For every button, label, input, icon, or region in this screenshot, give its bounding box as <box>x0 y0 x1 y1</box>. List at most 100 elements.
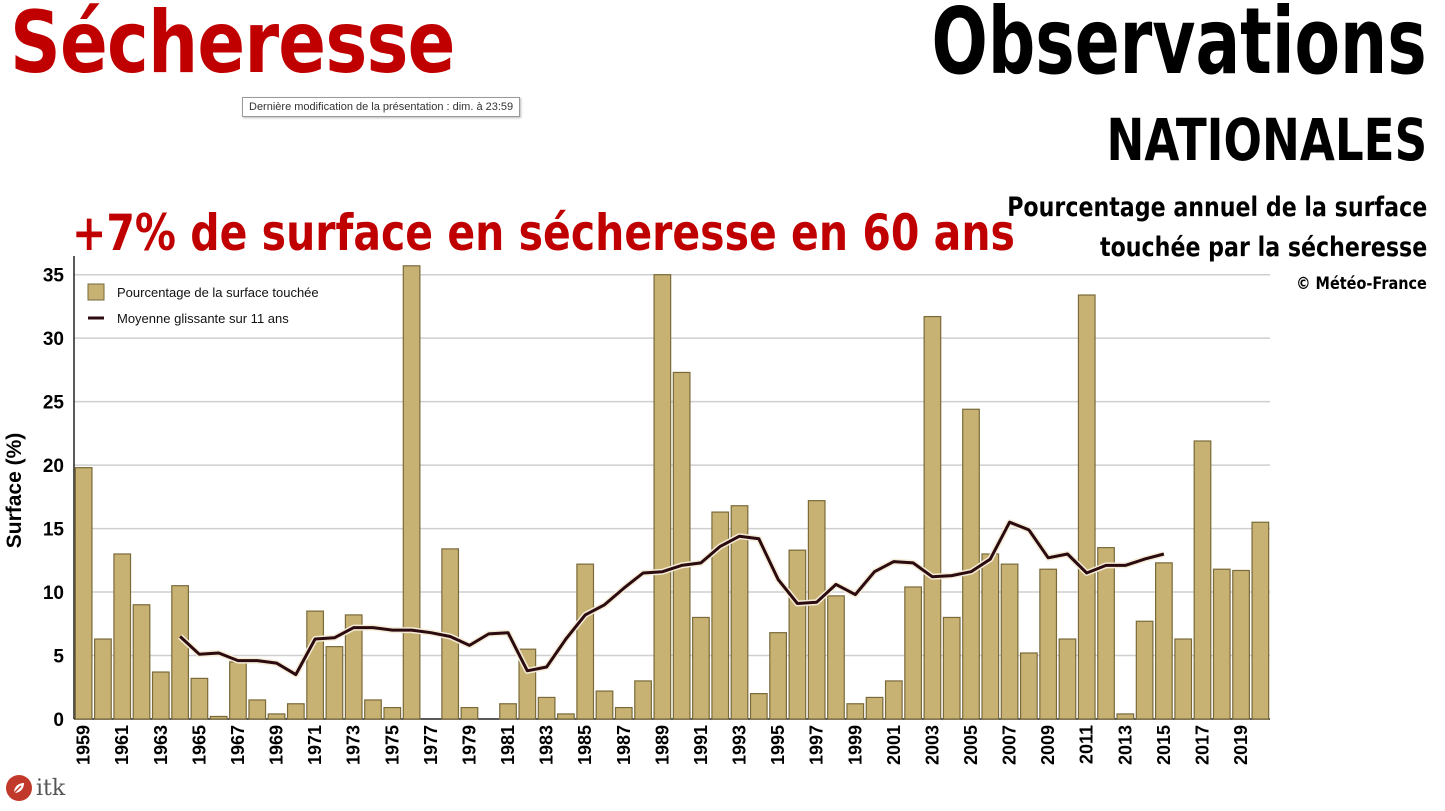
bar <box>248 699 267 720</box>
bar <box>209 715 228 720</box>
bar <box>884 680 903 720</box>
legend-bar-swatch <box>87 283 105 301</box>
x-tick-label: 2017 <box>1192 725 1212 765</box>
bar <box>634 680 652 720</box>
bar <box>364 699 382 720</box>
x-tick-label: 2007 <box>1000 725 1020 765</box>
x-tick-label: 1973 <box>344 725 364 765</box>
bar <box>1019 652 1038 720</box>
bar <box>460 706 479 720</box>
x-tick-label: 1987 <box>614 725 634 765</box>
x-tick-label: 2005 <box>961 725 981 765</box>
bar <box>1077 294 1096 720</box>
y-tick-label: 25 <box>43 393 65 414</box>
x-tick-label: 1961 <box>112 725 132 765</box>
bar <box>788 549 807 720</box>
description-line-1: Pourcentage annuel de la surface <box>1006 192 1427 223</box>
bar <box>229 661 247 720</box>
bar <box>807 500 826 720</box>
bar <box>1116 713 1135 720</box>
bar <box>1174 638 1193 720</box>
bar <box>711 511 730 720</box>
x-tick-label: 1997 <box>807 725 827 765</box>
x-tick-label: 2003 <box>922 725 942 765</box>
bar <box>267 713 286 720</box>
bar <box>942 616 961 720</box>
bar <box>923 315 942 720</box>
x-tick-label: 1995 <box>768 725 788 765</box>
bar <box>132 604 151 720</box>
x-tick-label: 1979 <box>459 725 479 765</box>
y-tick-label: 0 <box>53 710 64 731</box>
x-tick-label: 1975 <box>382 725 402 765</box>
bar <box>499 703 517 720</box>
x-tick-label: 2013 <box>1115 725 1135 765</box>
bar <box>730 505 749 720</box>
bar <box>672 371 691 720</box>
x-tick-label: 2001 <box>884 725 904 765</box>
bar <box>1193 440 1212 720</box>
x-tick-label: 2015 <box>1154 725 1174 765</box>
moving-average-line <box>179 520 1165 677</box>
modification-tooltip: Dernière modification de la présentation… <box>242 97 521 117</box>
x-tick-label: 1993 <box>730 725 750 765</box>
bar <box>749 693 768 720</box>
x-tick-label: 1965 <box>189 725 209 765</box>
chart-description: Pourcentage annuel de la surface touchée… <box>1007 188 1427 268</box>
bar <box>1000 563 1019 720</box>
bar <box>904 586 923 720</box>
bar <box>537 696 556 720</box>
itk-leaf-icon <box>6 775 32 801</box>
bar <box>74 467 93 720</box>
source-credit: © Météo-France <box>1296 274 1427 294</box>
x-tick-label: 1981 <box>498 725 518 765</box>
y-tick-label: 10 <box>43 583 64 604</box>
bar <box>595 690 614 720</box>
bar <box>1212 568 1231 720</box>
nationales-subtitle: NATIONALES <box>1106 106 1427 174</box>
bar <box>576 563 595 720</box>
x-tick-label: 1983 <box>537 725 557 765</box>
bar <box>827 595 845 720</box>
bar <box>306 610 325 720</box>
bar <box>1097 547 1115 720</box>
y-tick-label: 35 <box>43 266 65 287</box>
bar <box>190 677 209 720</box>
bar <box>344 614 363 720</box>
x-tick-label: 1989 <box>652 725 672 765</box>
bar <box>171 585 189 720</box>
drought-chart: 0 5 10 15 20 25 30 35 Surface (%) 1959 1961 1963 196… <box>3 256 1270 765</box>
bar <box>846 703 865 720</box>
bar <box>653 274 672 720</box>
legend-line-label: Moyenne glissante sur 11 ans <box>117 311 289 326</box>
x-tick-label: 1985 <box>575 725 595 765</box>
x-tick-label: 1967 <box>228 725 248 765</box>
bar <box>981 553 1000 720</box>
x-tick-label: 1969 <box>267 725 287 765</box>
bar <box>1135 620 1154 720</box>
bar <box>151 671 170 720</box>
bar <box>769 632 787 720</box>
observations-title: Observations <box>931 0 1427 95</box>
main-title: Sécheresse <box>10 0 455 93</box>
bar <box>1039 568 1058 720</box>
bar <box>962 408 980 720</box>
x-tick-label: 1963 <box>151 725 171 765</box>
x-tick-label: 1971 <box>305 725 325 765</box>
itk-logo-text: itk <box>36 775 66 801</box>
itk-logo: itk <box>6 772 65 804</box>
x-tick-label: 1991 <box>691 725 711 765</box>
bar <box>325 646 344 720</box>
description-line-2: touchée par la sécheresse <box>1099 232 1427 263</box>
x-tick-label: 1999 <box>845 725 865 765</box>
bar <box>614 706 633 720</box>
bar <box>402 265 421 720</box>
x-tick-label: 2011 <box>1077 725 1097 764</box>
bar <box>865 696 884 720</box>
legend-bar-label: Pourcentage de la surface touchée <box>117 285 319 300</box>
y-tick-label: 5 <box>53 647 64 668</box>
bar <box>1155 562 1173 720</box>
bar <box>557 713 575 720</box>
bar <box>383 706 402 720</box>
y-tick-label: 15 <box>43 520 65 541</box>
